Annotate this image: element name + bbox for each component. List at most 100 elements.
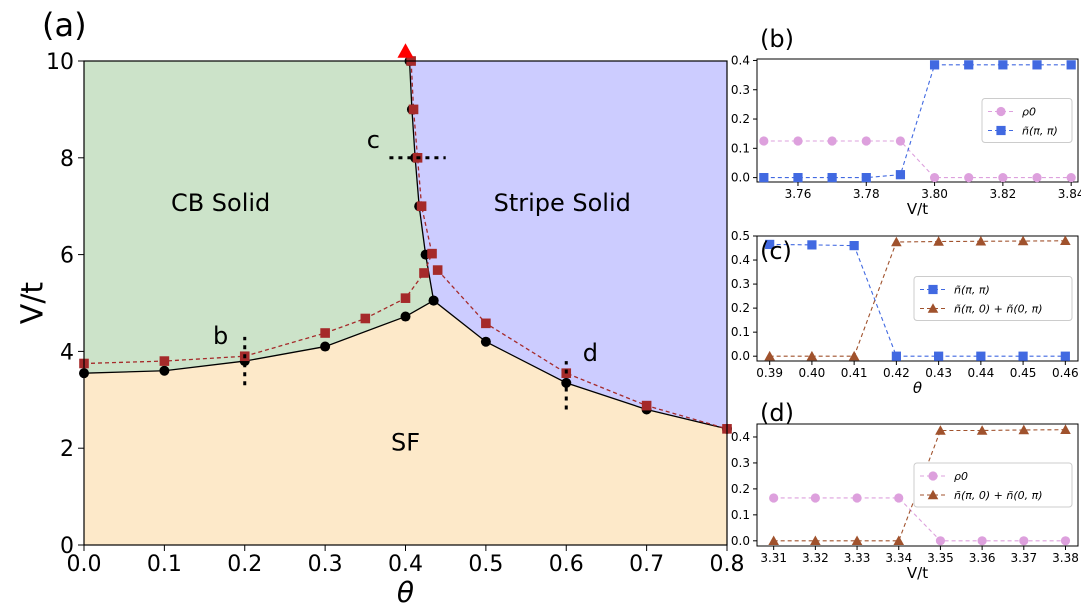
x-tick-label: 0.46 xyxy=(1052,366,1079,380)
boundary-point xyxy=(320,328,330,338)
data-point xyxy=(1066,173,1076,183)
x-tick-label: 0.7 xyxy=(629,552,664,577)
data-point xyxy=(827,136,837,146)
cut-label: c xyxy=(367,126,380,154)
y-tick-label: 0.1 xyxy=(731,141,750,155)
data-point xyxy=(861,173,871,183)
data-point xyxy=(891,351,901,361)
x-tick-label: 3.32 xyxy=(802,551,829,565)
y-tick-label: 0.3 xyxy=(731,277,750,291)
x-tick-label: 0.43 xyxy=(925,366,952,380)
data-point xyxy=(851,535,863,546)
y-tick-label: 8 xyxy=(60,147,74,172)
panel-label: (b) xyxy=(760,25,794,53)
legend-box xyxy=(913,462,1073,508)
x-axis-label: V/t xyxy=(907,200,928,218)
legend-label: ρ0 xyxy=(954,470,968,483)
boundary-point xyxy=(480,336,491,347)
data-point xyxy=(935,425,946,435)
boundary-point xyxy=(561,377,572,388)
legend-marker xyxy=(928,284,938,295)
data-point xyxy=(933,236,944,246)
data-point xyxy=(810,535,821,546)
x-tick-label: 3.38 xyxy=(1052,551,1079,565)
data-point xyxy=(998,60,1008,70)
boundary-point xyxy=(432,265,443,275)
boundary-point xyxy=(428,295,439,306)
data-point xyxy=(852,493,862,503)
data-point xyxy=(768,535,779,546)
y-tick-label: 4 xyxy=(60,340,74,365)
boundary-point xyxy=(416,201,427,211)
phase-boundary-line xyxy=(408,60,435,301)
x-tick-label: 0.6 xyxy=(549,552,584,577)
series-line xyxy=(769,240,1066,357)
boundary-point xyxy=(360,313,371,324)
data-point xyxy=(1060,536,1071,546)
y-tick-label: 0.4 xyxy=(731,430,750,444)
data-point xyxy=(998,173,1008,183)
data-point xyxy=(893,535,905,546)
legend-marker xyxy=(928,471,938,481)
boundary-point xyxy=(641,400,652,411)
x-tick-label: 0.41 xyxy=(841,366,868,380)
legend-label: ñ(π, 0) + ñ(0, π) xyxy=(954,303,1043,316)
y-tick-label: 6 xyxy=(60,244,74,269)
data-point xyxy=(964,60,974,70)
data-point xyxy=(861,136,871,146)
boundary-point xyxy=(400,293,411,303)
boundary-point xyxy=(159,356,170,366)
data-point xyxy=(934,351,944,361)
region-label-stripe-solid: Stripe Solid xyxy=(494,189,631,217)
x-tick-label: 0.8 xyxy=(710,552,745,577)
phase-boundary-line xyxy=(83,299,728,430)
boundary-point xyxy=(320,341,331,352)
data-point xyxy=(935,536,946,546)
data-point xyxy=(1060,235,1071,246)
data-point xyxy=(929,60,940,70)
x-axis-label: θ xyxy=(397,576,414,604)
x-tick-label: 3.80 xyxy=(921,187,948,201)
y-tick-label: 0.3 xyxy=(731,83,750,97)
cb-solid-region xyxy=(84,61,434,374)
data-point xyxy=(976,351,986,361)
series-line xyxy=(769,243,1066,357)
data-point xyxy=(1017,235,1029,246)
region-label-sf: SF xyxy=(391,428,420,456)
data-point xyxy=(895,170,906,180)
x-tick-label: 3.34 xyxy=(885,551,912,565)
boundary-point xyxy=(408,104,419,115)
x-tick-label: 0.39 xyxy=(756,366,783,380)
x-tick-label: 0.5 xyxy=(468,552,503,577)
y-tick-label: 0.0 xyxy=(731,534,750,548)
y-tick-label: 10 xyxy=(46,50,74,75)
data-point xyxy=(1019,536,1029,546)
y-tick-label: 0.4 xyxy=(731,253,750,267)
legend-label: ñ(π, 0) + ñ(0, π) xyxy=(954,489,1043,502)
y-tick-label: 2 xyxy=(60,437,74,462)
series-line xyxy=(773,497,1066,542)
x-tick-label: 0.3 xyxy=(308,552,343,577)
y-tick-label: 0 xyxy=(60,534,74,559)
data-point xyxy=(1066,60,1076,70)
boundary-point xyxy=(481,318,491,329)
x-tick-label: 0.2 xyxy=(227,552,262,577)
x-tick-label: 3.31 xyxy=(760,551,787,565)
data-point xyxy=(765,239,775,250)
legend-marker xyxy=(927,489,939,500)
data-point xyxy=(807,240,817,250)
y-tick-label: 0.3 xyxy=(731,456,750,470)
data-point xyxy=(764,350,775,361)
data-point xyxy=(810,493,820,503)
series-line xyxy=(763,140,1072,179)
phase-boundary-line xyxy=(437,269,728,430)
boundary-point xyxy=(159,365,170,376)
data-point xyxy=(1018,351,1028,361)
legend-marker xyxy=(927,303,939,313)
legend-label: ñ(π, π) xyxy=(1022,125,1058,138)
boundary-point xyxy=(427,248,437,259)
data-point xyxy=(1060,424,1071,434)
x-tick-label: 0.44 xyxy=(967,366,994,380)
data-point xyxy=(894,493,904,503)
